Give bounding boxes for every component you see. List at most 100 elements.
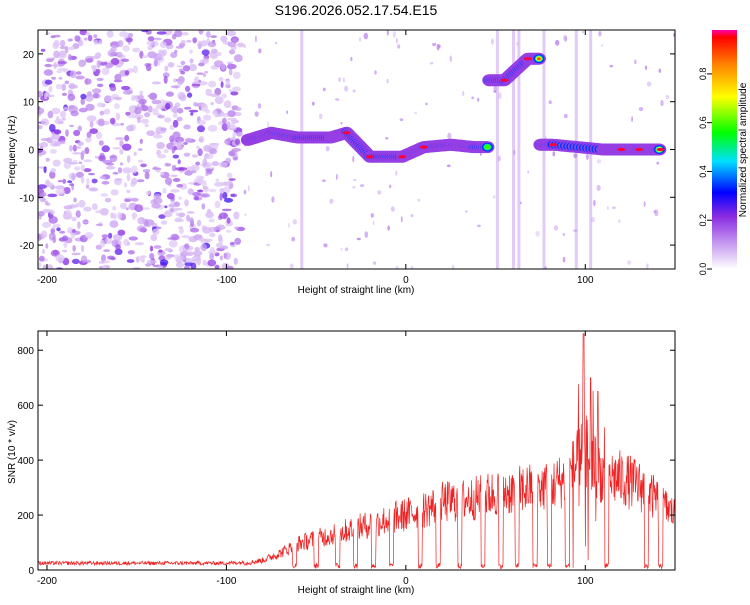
noise-blob xyxy=(73,129,81,137)
noise-blob xyxy=(164,205,168,209)
noise-blob xyxy=(138,148,143,151)
noise-blob xyxy=(121,58,130,62)
noise-blob xyxy=(48,182,54,189)
noise-blob xyxy=(215,242,223,248)
noise-speck xyxy=(387,225,391,231)
noise-blob xyxy=(131,177,138,185)
noise-blob xyxy=(110,57,120,66)
noise-blob xyxy=(101,264,110,269)
noise-speck xyxy=(377,190,382,195)
noise-blob xyxy=(144,171,150,180)
noise-blob xyxy=(187,92,193,98)
noise-blob xyxy=(220,81,224,88)
noise-blob xyxy=(208,226,217,233)
noise-speck xyxy=(462,90,465,97)
noise-speck xyxy=(612,206,616,209)
noise-speck xyxy=(535,230,540,237)
noise-blob xyxy=(184,265,190,269)
noise-blob xyxy=(172,131,181,140)
noise-blob xyxy=(188,245,194,251)
noise-blob xyxy=(111,45,117,48)
noise-blob xyxy=(140,163,147,168)
noise-speck xyxy=(358,37,362,42)
noise-blob xyxy=(131,95,136,102)
noise-blob xyxy=(114,178,123,181)
noise-blob xyxy=(97,118,105,127)
y-tick-label: 10 xyxy=(23,98,35,109)
noise-blob xyxy=(207,41,217,48)
band-peak xyxy=(398,155,407,159)
noise-blob xyxy=(231,193,238,198)
noise-blob xyxy=(158,214,166,219)
noise-blob xyxy=(170,196,175,202)
noise-blob xyxy=(233,257,238,265)
noise-blob xyxy=(58,77,63,80)
noise-blob xyxy=(180,39,186,44)
noise-blob xyxy=(49,171,56,179)
band-peak xyxy=(419,145,428,149)
noise-blob xyxy=(166,142,175,150)
noise-blob xyxy=(203,114,212,121)
noise-speck xyxy=(292,219,297,225)
noise-blob xyxy=(124,198,132,202)
noise-speck xyxy=(336,173,338,181)
noise-speck xyxy=(544,266,547,269)
noise-blob xyxy=(69,145,73,152)
noise-blob xyxy=(146,130,156,137)
noise-speck xyxy=(400,216,403,223)
noise-speck xyxy=(552,151,556,157)
noise-blob xyxy=(152,56,162,60)
noise-blob xyxy=(109,84,117,92)
band-peak xyxy=(549,143,557,147)
noise-blob xyxy=(188,109,199,113)
noise-blob xyxy=(175,212,180,216)
noise-blob xyxy=(80,164,85,172)
x-tick-label: 0 xyxy=(403,576,409,587)
noise-blob xyxy=(49,149,58,154)
noise-blob xyxy=(127,241,131,246)
noise-blob xyxy=(105,62,114,69)
noise-blob xyxy=(147,105,153,113)
noise-blob xyxy=(176,207,183,211)
noise-blob xyxy=(93,34,98,39)
noise-blob xyxy=(223,100,232,109)
noise-speck xyxy=(322,179,326,182)
noise-blob xyxy=(56,115,60,121)
noise-blob xyxy=(144,112,151,118)
noise-blob xyxy=(68,46,76,51)
noise-blob xyxy=(193,102,198,107)
noise-blob xyxy=(227,41,237,48)
noise-speck xyxy=(254,35,257,43)
noise-blob xyxy=(56,70,63,74)
noise-blob xyxy=(162,72,170,78)
noise-blob xyxy=(192,37,197,44)
noise-blob xyxy=(201,203,206,210)
noise-blob xyxy=(40,138,51,141)
noise-blob xyxy=(119,140,124,148)
noise-blob xyxy=(185,166,195,171)
noise-blob xyxy=(150,234,158,242)
noise-blob xyxy=(62,235,69,241)
noise-blob xyxy=(137,159,144,163)
vertical-streak xyxy=(517,30,521,269)
noise-blob xyxy=(231,39,239,43)
noise-blob xyxy=(94,53,100,60)
noise-blob xyxy=(180,60,186,66)
noise-blob xyxy=(67,227,73,232)
noise-blob xyxy=(196,189,204,193)
noise-blob xyxy=(93,39,98,45)
noise-speck xyxy=(392,31,396,38)
noise-speck xyxy=(492,195,496,199)
noise-blob xyxy=(53,50,60,59)
noise-speck xyxy=(385,137,389,140)
noise-blob xyxy=(57,138,62,142)
noise-blob xyxy=(70,110,79,117)
noise-blob xyxy=(45,202,51,206)
noise-blob xyxy=(214,87,222,96)
noise-blob xyxy=(71,258,80,265)
noise-blob xyxy=(186,251,194,257)
noise-blob xyxy=(103,61,108,65)
noise-blob xyxy=(67,93,76,102)
noise-blob xyxy=(75,75,85,80)
noise-blob xyxy=(204,70,209,74)
